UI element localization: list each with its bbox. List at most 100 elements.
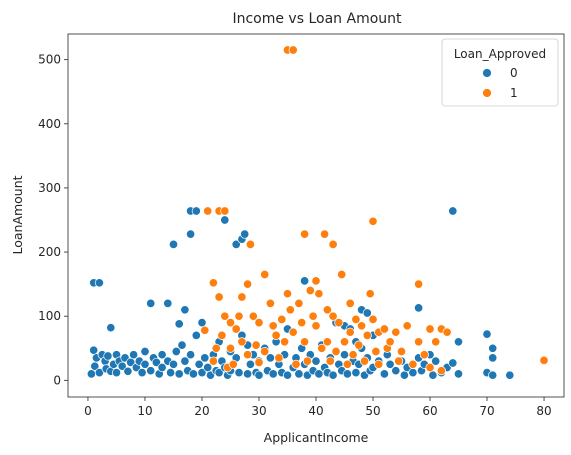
point-series-0-144 xyxy=(448,206,458,216)
point-series-0-17 xyxy=(117,361,127,371)
point-series-1-67 xyxy=(359,356,370,366)
point-series-0-150 xyxy=(488,343,498,353)
point-series-1-71 xyxy=(368,314,378,324)
point-series-0-132 xyxy=(399,370,409,380)
point-series-0-61 xyxy=(214,368,224,378)
point-series-0-106 xyxy=(328,370,338,380)
point-series-1-18 xyxy=(243,279,253,289)
x-tick-label: 0 xyxy=(84,404,92,418)
point-series-0-151 xyxy=(488,353,498,363)
point-series-0-84 xyxy=(268,369,278,379)
legend-marker-0 xyxy=(482,68,492,78)
point-series-1-75 xyxy=(379,324,389,334)
point-series-1-4 xyxy=(211,343,221,353)
point-series-1-43 xyxy=(302,356,312,366)
point-series-1-7 xyxy=(217,330,227,340)
point-series-1-92 xyxy=(539,355,549,365)
point-series-0-55 xyxy=(200,353,210,363)
legend-label-0: 0 xyxy=(510,66,518,80)
point-series-1-53 xyxy=(325,356,335,366)
point-series-0-10 xyxy=(103,351,113,361)
point-series-0-112 xyxy=(342,369,352,379)
point-series-1-64 xyxy=(351,314,361,324)
point-series-0-129 xyxy=(385,359,395,369)
point-series-0-93 xyxy=(294,369,304,379)
point-series-0-28 xyxy=(146,366,156,376)
point-series-1-88 xyxy=(431,337,441,347)
point-series-0-24 xyxy=(137,368,147,378)
point-series-0-130 xyxy=(391,366,401,376)
point-series-1-6 xyxy=(214,292,224,302)
point-series-0-152 xyxy=(488,370,498,380)
point-series-1-44 xyxy=(305,285,315,296)
point-series-0-89 xyxy=(282,370,293,380)
point-series-1-77 xyxy=(385,337,395,347)
point-series-1-21 xyxy=(248,311,258,321)
point-series-1-72 xyxy=(371,346,381,357)
point-series-1-32 xyxy=(280,337,290,347)
point-series-1-69 xyxy=(365,289,375,299)
point-series-0-121 xyxy=(362,308,372,318)
point-series-0-40 xyxy=(174,319,184,329)
point-series-1-39 xyxy=(294,298,304,308)
point-series-1-41 xyxy=(300,229,310,239)
point-series-1-65 xyxy=(354,340,364,350)
point-series-0-70 xyxy=(234,368,244,378)
point-series-1-59 xyxy=(339,337,350,347)
y-tick-label: 400 xyxy=(38,117,61,131)
point-series-1-52 xyxy=(322,337,332,347)
point-series-0-75 xyxy=(243,369,253,379)
point-series-1-51 xyxy=(322,305,332,315)
point-series-1-3 xyxy=(208,356,218,366)
x-axis: 0 10 20 30 40 50 60 70 80 xyxy=(84,397,552,418)
point-series-1-25 xyxy=(260,269,270,280)
point-series-0-148 xyxy=(482,329,492,339)
point-series-1-61 xyxy=(345,298,355,308)
point-series-1-86 xyxy=(425,324,435,334)
point-series-1-31 xyxy=(277,314,287,324)
point-series-1-9 xyxy=(220,311,230,321)
point-series-0-37 xyxy=(168,239,179,249)
legend-box xyxy=(441,38,559,107)
point-series-1-27 xyxy=(265,298,275,308)
point-series-0-73 xyxy=(240,229,250,239)
legend-label-1: 1 xyxy=(510,86,518,100)
point-series-1-74 xyxy=(374,359,384,369)
legend: Loan_Approved 0 1 xyxy=(441,38,559,107)
point-series-1-8 xyxy=(220,206,230,216)
point-series-1-81 xyxy=(402,321,412,331)
point-series-1-48 xyxy=(314,289,324,299)
y-tick-label: 100 xyxy=(38,309,61,323)
point-series-0-15 xyxy=(111,368,122,378)
point-series-1-0 xyxy=(200,325,210,335)
point-series-1-24 xyxy=(254,357,264,367)
y-tick-label: 500 xyxy=(38,53,61,67)
point-series-1-19 xyxy=(243,350,253,360)
point-series-1-87 xyxy=(425,362,435,373)
point-series-1-40 xyxy=(297,318,307,328)
plot-area xyxy=(86,45,549,380)
point-series-0-39 xyxy=(171,346,181,357)
point-series-1-1 xyxy=(203,206,213,216)
point-series-1-42 xyxy=(300,337,310,347)
point-series-1-79 xyxy=(394,356,404,366)
point-series-1-82 xyxy=(408,359,418,369)
point-series-1-23 xyxy=(254,318,264,328)
point-series-1-68 xyxy=(362,330,372,340)
legend-title: Loan_Approved xyxy=(454,47,546,61)
x-tick-label: 80 xyxy=(536,404,551,418)
point-series-0-5 xyxy=(94,278,104,288)
point-series-1-36 xyxy=(288,45,298,55)
point-series-1-38 xyxy=(291,359,301,369)
point-series-1-54 xyxy=(328,239,338,249)
point-series-0-80 xyxy=(254,370,264,380)
point-series-1-56 xyxy=(331,346,341,357)
point-series-0-54 xyxy=(197,368,207,378)
point-series-1-45 xyxy=(308,311,318,321)
chart-title: Income vs Loan Amount xyxy=(232,11,402,27)
point-series-1-35 xyxy=(285,305,295,315)
point-series-0-134 xyxy=(408,368,418,378)
point-series-0-127 xyxy=(379,369,389,379)
point-series-1-55 xyxy=(328,311,338,321)
